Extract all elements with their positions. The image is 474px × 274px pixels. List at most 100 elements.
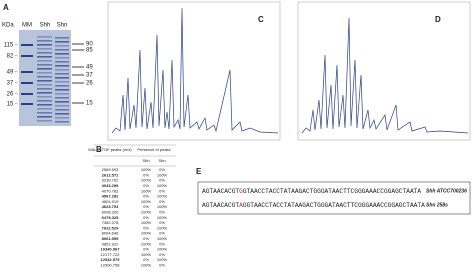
band [37, 92, 52, 94]
table-cell: 8004.646 [102, 231, 119, 236]
table-cell: 9851.922 [102, 241, 119, 246]
gel-unit: KDa [2, 23, 14, 29]
sequence-part: G [239, 188, 243, 195]
panel-label: A [3, 3, 9, 12]
sequence-part: A [239, 202, 243, 209]
band [21, 82, 33, 84]
table-cell: 0% [159, 252, 165, 257]
table-cell: 0% [143, 236, 149, 241]
table-cell: 4070.782 [102, 188, 119, 193]
band [55, 97, 69, 99]
lane-label: Shh [40, 23, 51, 29]
table-cell: 0% [159, 178, 165, 183]
table-cell: 0% [159, 167, 165, 172]
sequence: AGTAACACGTGGTAACCTACCTATAAGACTGGGATAACTT… [202, 188, 421, 195]
table-cell: 100% [141, 178, 152, 183]
band [55, 73, 69, 75]
spectrum-frame [297, 1, 471, 141]
table-subheader: Shh [142, 158, 149, 163]
band [37, 76, 52, 78]
table-cell: 2612.572 [102, 172, 119, 177]
band [37, 84, 52, 86]
alignment-box [197, 181, 471, 215]
band [55, 105, 69, 107]
table-cell: 0% [159, 220, 165, 225]
table-cell: 7622.529 [102, 225, 119, 230]
table-cell: 100% [157, 204, 168, 209]
marker-label: 15 - [7, 102, 17, 108]
band [55, 53, 69, 55]
band [55, 93, 69, 95]
table-header: MALDI TOF peaks (m/z) [88, 147, 132, 152]
sequence: AGTAACACGTAGGTAACCTACCTATAAGACTGGGATAACT… [202, 202, 425, 209]
band [55, 117, 69, 119]
band [37, 40, 52, 42]
table-cell: 0% [143, 172, 149, 177]
lane-label: MM [22, 23, 32, 29]
table-cell: 10340.967 [101, 247, 121, 252]
table-cell: 4567.282 [102, 194, 119, 199]
table-cell: 0% [143, 225, 149, 230]
table-cell: 100% [141, 199, 152, 204]
table-cell: 3230.762 [102, 178, 119, 183]
table-cell: 12177.722 [101, 252, 121, 257]
table-cell: 0% [143, 194, 149, 199]
band [37, 72, 52, 74]
band [37, 44, 52, 46]
band [37, 108, 52, 110]
table-cell: 100% [141, 188, 152, 193]
band [21, 71, 33, 73]
panel-label: C [258, 15, 264, 24]
band [37, 100, 52, 102]
band-label: 85 [86, 48, 93, 54]
sequence-part: AGTAACACGT [202, 188, 239, 195]
marker-label: 26 - [7, 92, 17, 98]
sequence-part: AGTAACACGT [202, 202, 239, 209]
marker-label: 82 - [7, 54, 17, 60]
spectrum [111, 7, 279, 134]
band [37, 80, 52, 82]
band [55, 69, 69, 71]
band [21, 44, 33, 46]
table-cell: 8061.559 [102, 236, 119, 241]
band [37, 120, 52, 122]
table-cell: 6479.325 [102, 215, 119, 220]
table-cell: 100% [157, 225, 168, 230]
table-cell: 0% [159, 209, 165, 214]
table-cell: 100% [141, 231, 152, 236]
marker-label: 49 - [7, 70, 17, 76]
band [55, 37, 69, 39]
band [37, 60, 52, 62]
table-cell: 0% [159, 199, 165, 204]
panel-label: D [435, 15, 441, 24]
band [55, 101, 69, 103]
band [37, 104, 52, 106]
table-cell: 0% [159, 262, 165, 267]
table-cell: 7382.378 [102, 220, 119, 225]
band [37, 48, 52, 50]
lane-label: Shn [57, 23, 68, 29]
band [37, 64, 52, 66]
sequence-label: Shn 258s [426, 202, 448, 208]
table-header: Presence of peaks [137, 147, 170, 152]
panel-label: E [196, 167, 202, 176]
band [55, 121, 69, 123]
band [55, 81, 69, 83]
band [55, 85, 69, 87]
table-cell: 100% [141, 167, 152, 172]
band [21, 103, 33, 105]
sequence-part: GTAACCTACCTATAAGACTGGGATAACTTCGGGAAACCGG… [243, 188, 422, 195]
band [55, 45, 69, 47]
peak-table: MALDI TOF peaks (m/z) Presence of peaks Sh… [88, 144, 176, 267]
band [21, 93, 33, 95]
band [37, 88, 52, 90]
table-cell: 0% [143, 204, 149, 209]
table-cell: 100% [157, 257, 168, 262]
band [55, 57, 69, 59]
sequence-part: GGTAACCTACCTATAAGACTGGGATAACTTCGGGAAACCG… [243, 202, 425, 209]
table-cell: 0% [159, 188, 165, 193]
band [55, 61, 69, 63]
table-cell: 0% [159, 231, 165, 236]
band [21, 55, 33, 57]
